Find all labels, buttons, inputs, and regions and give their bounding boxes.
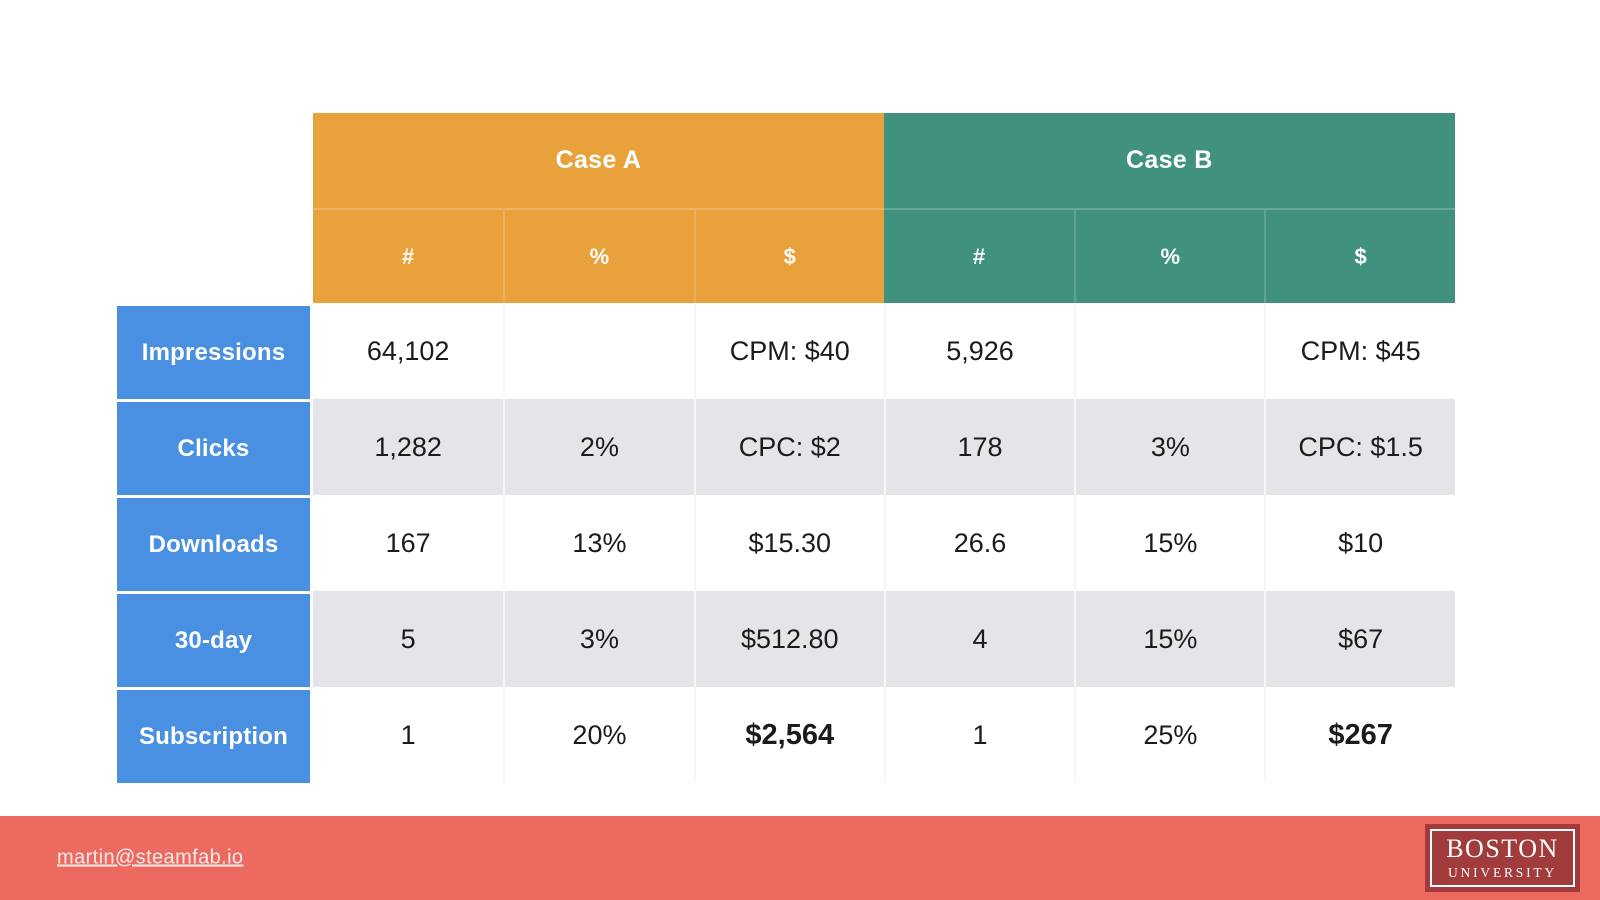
table-cell: 3% <box>503 591 694 687</box>
table-cell: 1 <box>883 687 1075 783</box>
table-cell: 26.6 <box>883 495 1075 591</box>
col-header-pct-b: % <box>1074 208 1265 303</box>
table-cell: 1 <box>313 687 504 783</box>
table-cell: 25% <box>1074 687 1265 783</box>
col-header-usd-b: $ <box>1264 208 1455 303</box>
table-cell: CPC: $2 <box>693 399 884 495</box>
row-label-clicks: Clicks <box>117 399 310 495</box>
footer-bar: martin@steamfab.io BOSTON UNIVERSITY <box>0 816 1600 900</box>
col-header-hash-b: # <box>883 208 1075 303</box>
table-cell: 5 <box>313 591 504 687</box>
table-cell <box>503 303 694 399</box>
case-b-header: Case B <box>883 113 1455 208</box>
table-cell: 13% <box>503 495 694 591</box>
table-cell: CPM: $45 <box>1264 303 1455 399</box>
table-cell: $67 <box>1264 591 1455 687</box>
logo-text-line1: BOSTON <box>1446 834 1559 864</box>
logo-text-line2: UNIVERSITY <box>1448 865 1557 881</box>
table-cell: 15% <box>1074 591 1265 687</box>
table-cell: 4 <box>883 591 1075 687</box>
row-label-impressions: Impressions <box>117 303 310 399</box>
table-cell: CPM: $40 <box>693 303 884 399</box>
row-label-subscription: Subscription <box>117 687 310 783</box>
table-cell: 167 <box>313 495 504 591</box>
table-cell: 64,102 <box>313 303 504 399</box>
col-header-usd-a: $ <box>693 208 884 303</box>
table-cell: CPC: $1.5 <box>1264 399 1455 495</box>
boston-university-logo: BOSTON UNIVERSITY <box>1425 824 1580 892</box>
row-label-30-day: 30-day <box>117 591 310 687</box>
comparison-table: Case A Case B # % $ # % $ Impressions Cl… <box>117 113 1455 783</box>
table-cell: 20% <box>503 687 694 783</box>
email-link[interactable]: martin@steamfab.io <box>57 846 244 869</box>
table-cell-total-a: $2,564 <box>693 687 884 783</box>
table-cell <box>1074 303 1265 399</box>
table-cell: 3% <box>1074 399 1265 495</box>
col-header-pct-a: % <box>503 208 694 303</box>
table-cell: $512.80 <box>693 591 884 687</box>
table-cell: 15% <box>1074 495 1265 591</box>
table-cell: $10 <box>1264 495 1455 591</box>
table-cell: 2% <box>503 399 694 495</box>
table-cell-total-b: $267 <box>1264 687 1455 783</box>
table-cell: 178 <box>883 399 1075 495</box>
table-cell: 1,282 <box>313 399 504 495</box>
table-cell: 5,926 <box>883 303 1075 399</box>
col-header-hash-a: # <box>313 208 504 303</box>
table-cell: $15.30 <box>693 495 884 591</box>
row-label-downloads: Downloads <box>117 495 310 591</box>
case-a-header: Case A <box>313 113 884 208</box>
boston-university-logo-frame: BOSTON UNIVERSITY <box>1430 829 1575 887</box>
